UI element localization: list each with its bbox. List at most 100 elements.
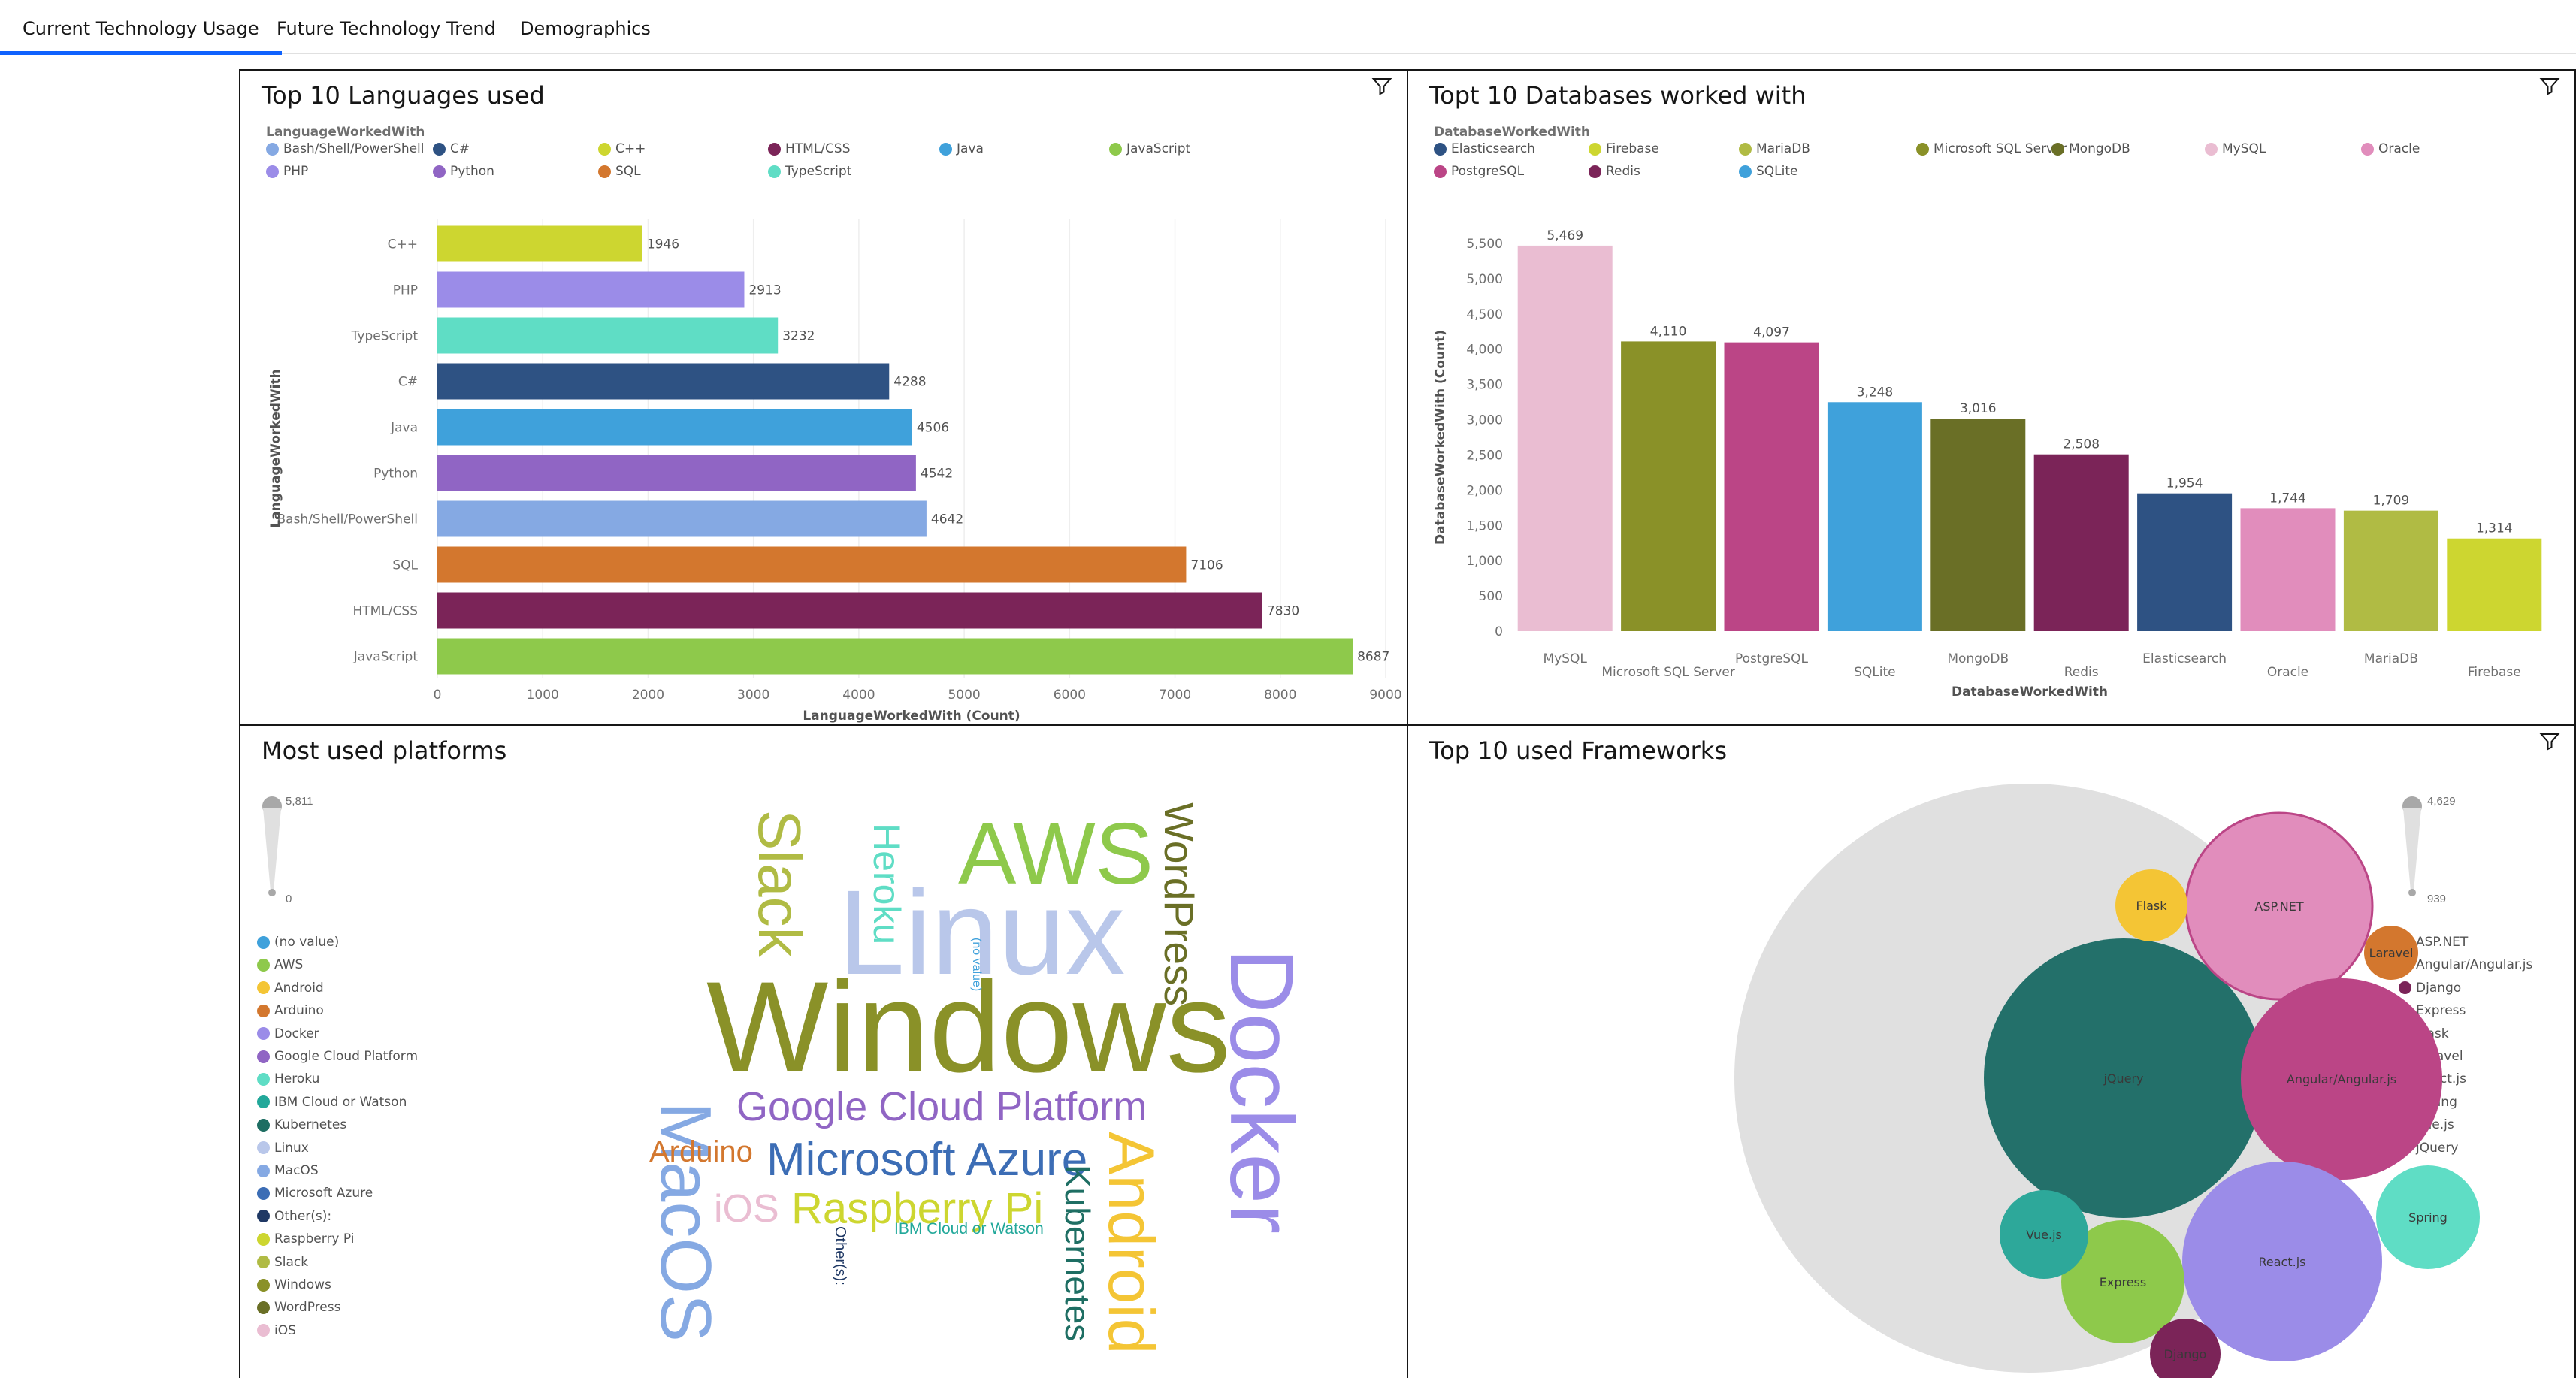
legend-item[interactable]: Arduino: [257, 1003, 324, 1018]
legend-item[interactable]: Microsoft SQL Server: [1916, 141, 2067, 156]
word[interactable]: Kubernetes: [1058, 1165, 1097, 1341]
bar[interactable]: [2137, 493, 2233, 631]
bar[interactable]: [437, 409, 912, 446]
word[interactable]: Windows: [706, 955, 1231, 1099]
legend-item[interactable]: SQL: [598, 164, 641, 179]
legend-swatch: [257, 1141, 270, 1155]
bar[interactable]: [437, 225, 642, 262]
bar[interactable]: [437, 363, 890, 400]
legend-item[interactable]: TypeScript: [768, 164, 851, 179]
legend-item[interactable]: SQLite: [1739, 164, 1798, 179]
legend-item[interactable]: Slack: [257, 1255, 308, 1270]
word[interactable]: Arduino: [649, 1135, 753, 1168]
word[interactable]: Google Cloud Platform: [736, 1084, 1147, 1129]
bar[interactable]: [1827, 402, 1922, 631]
word[interactable]: Other(s):: [832, 1226, 848, 1286]
bar[interactable]: [437, 592, 1262, 629]
legend-title: LanguageWorkedWith: [266, 125, 425, 140]
bubble-label: Express: [2100, 1275, 2146, 1289]
filter-icon[interactable]: [1371, 75, 1393, 98]
legend-item[interactable]: Redis: [1589, 164, 1640, 179]
bar[interactable]: [1621, 341, 1716, 631]
filter-icon[interactable]: [2538, 730, 2561, 753]
bar[interactable]: [2240, 508, 2336, 631]
legend-label: Android: [274, 980, 324, 996]
data-label: 1946: [647, 237, 679, 252]
legend-item[interactable]: Android: [257, 981, 324, 996]
legend-item[interactable]: Heroku: [257, 1071, 319, 1086]
filter-icon[interactable]: [2538, 75, 2561, 98]
legend-item[interactable]: PostgreSQL: [1434, 164, 1524, 179]
legend-item[interactable]: WordPress: [257, 1300, 340, 1315]
bubble[interactable]: [2061, 1220, 2184, 1343]
word[interactable]: Heroku: [866, 823, 908, 944]
legend-item[interactable]: AWS: [257, 957, 303, 972]
word[interactable]: Docker: [1211, 948, 1312, 1234]
bubble[interactable]: [2115, 869, 2187, 941]
legend-item[interactable]: JavaScript: [1109, 141, 1190, 156]
legend-item[interactable]: Google Cloud Platform: [257, 1049, 418, 1064]
bar[interactable]: [1517, 245, 1613, 631]
word[interactable]: Linux: [838, 865, 1126, 999]
bubble[interactable]: [2376, 1165, 2480, 1269]
bar[interactable]: [1724, 342, 1819, 631]
legend-item[interactable]: iOS: [257, 1323, 296, 1338]
bubble[interactable]: [2364, 926, 2418, 980]
word[interactable]: WordPress: [1156, 802, 1202, 1006]
legend-item[interactable]: Microsoft Azure: [257, 1186, 373, 1201]
legend-item[interactable]: Bash/Shell/PowerShell: [266, 141, 425, 156]
bubble[interactable]: [2182, 1162, 2382, 1361]
bubble[interactable]: [2241, 978, 2442, 1180]
legend-item[interactable]: Python: [433, 164, 494, 179]
legend-item[interactable]: C++: [598, 141, 646, 156]
tab-demographics[interactable]: Demographics: [520, 18, 651, 39]
bubble[interactable]: [2150, 1319, 2221, 1378]
bar[interactable]: [2033, 454, 2129, 631]
legend-item[interactable]: Elasticsearch: [1434, 141, 1535, 156]
word[interactable]: AWS: [958, 805, 1153, 902]
legend-item[interactable]: Linux: [257, 1141, 309, 1156]
legend-label: iOS: [274, 1322, 296, 1338]
legend-item[interactable]: (no value): [257, 935, 339, 950]
bar[interactable]: [437, 638, 1353, 675]
legend-item[interactable]: Java: [939, 141, 984, 156]
bar[interactable]: [437, 317, 779, 354]
word[interactable]: (no value): [970, 938, 983, 991]
bubble[interactable]: [2000, 1190, 2088, 1279]
word[interactable]: IBM Cloud or Watson: [894, 1220, 1044, 1237]
legend-item[interactable]: MariaDB: [1739, 141, 1810, 156]
tab-current-technology-usage[interactable]: Current Technology Usage: [0, 0, 282, 55]
legend-label: Bash/Shell/PowerShell: [283, 141, 425, 156]
bubble[interactable]: [1984, 938, 2263, 1218]
legend-item[interactable]: HTML/CSS: [768, 141, 851, 156]
word[interactable]: Android: [1095, 1132, 1167, 1354]
legend-item[interactable]: MySQL: [2205, 141, 2266, 156]
legend-item[interactable]: Other(s):: [257, 1209, 331, 1224]
tab-future-technology-trend[interactable]: Future Technology Trend: [277, 18, 496, 39]
bar[interactable]: [437, 455, 916, 491]
bar[interactable]: [437, 500, 927, 537]
word[interactable]: iOS: [714, 1187, 779, 1231]
word[interactable]: Raspberry Pi: [791, 1184, 1043, 1233]
legend-item[interactable]: PHP: [266, 164, 308, 179]
bar[interactable]: [437, 546, 1187, 583]
legend-item[interactable]: Firebase: [1589, 141, 1659, 156]
legend-item[interactable]: IBM Cloud or Watson: [257, 1095, 407, 1110]
word[interactable]: Slack: [746, 810, 813, 958]
legend-item[interactable]: Django: [2399, 981, 2461, 996]
legend-item[interactable]: Kubernetes: [257, 1117, 346, 1132]
legend-item[interactable]: Raspberry Pi: [257, 1231, 355, 1247]
bar[interactable]: [1930, 419, 2026, 631]
word[interactable]: MacOS: [646, 1101, 726, 1342]
word[interactable]: Microsoft Azure: [766, 1134, 1087, 1186]
bar[interactable]: [2343, 510, 2438, 631]
bar[interactable]: [437, 271, 745, 308]
legend-item[interactable]: C#: [433, 141, 470, 156]
legend-item[interactable]: Oracle: [2361, 141, 2420, 156]
legend-item[interactable]: MongoDB: [2051, 141, 2130, 156]
legend-item[interactable]: Docker: [257, 1026, 319, 1041]
legend-item[interactable]: Windows: [257, 1277, 331, 1292]
bar[interactable]: [2447, 538, 2542, 631]
legend-item[interactable]: MacOS: [257, 1163, 319, 1178]
y-tick-label: 1,000: [1466, 554, 1503, 569]
